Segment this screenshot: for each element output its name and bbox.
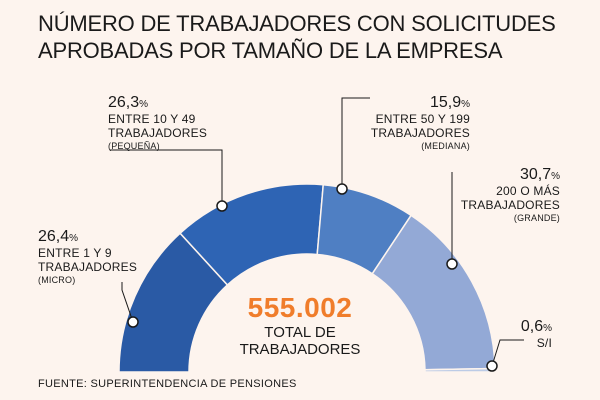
size-mediana: (MEDIANA) <box>421 141 470 151</box>
label-pequena: 26,3% ENTRE 10 Y 49 TRABAJADORES (PEQUEÑ… <box>108 94 207 153</box>
pct-sign-pequena: % <box>139 99 149 110</box>
workers-pequena: TRABAJADORES <box>108 126 208 140</box>
title-line-1: NÚMERO DE TRABAJADORES CON SOLICITUDES <box>38 11 556 36</box>
slice-si <box>424 367 496 373</box>
label-si: 0,6% S/I <box>500 318 552 350</box>
leader-line-micro <box>121 282 134 323</box>
total-label-line-2: TRABAJADORES <box>239 341 361 358</box>
pct-mediana: 15,9 <box>429 94 462 111</box>
workers-grande: TRABAJADORES <box>460 198 560 212</box>
workers-mediana: TRABAJADORES <box>370 126 470 140</box>
range-mediana: ENTRE 50 Y 199 <box>375 112 470 126</box>
size-grande: (GRANDE) <box>513 213 560 223</box>
pct-sign-grande: % <box>551 171 560 182</box>
range-grande: 200 O MÁS <box>496 184 560 198</box>
size-micro: (MICRO) <box>38 275 76 285</box>
total-value: 555.002 <box>247 292 353 323</box>
leader-line-si <box>491 339 524 367</box>
pct-grande: 30,7 <box>519 166 552 183</box>
pct-sign-si: % <box>543 323 552 334</box>
marker-dot-mediana <box>336 183 348 195</box>
range-pequena: ENTRE 10 Y 49 <box>108 112 196 126</box>
pct-si: 0,6 <box>520 318 544 335</box>
size-pequena: (PEQUEÑA) <box>108 141 160 151</box>
marker-dot-micro <box>127 316 139 328</box>
total-label-line-1: TOTAL DE <box>264 324 336 341</box>
marker-dot-grande <box>446 258 458 270</box>
range-micro: ENTRE 1 Y 9 <box>38 246 112 260</box>
leader-line-mediana <box>341 97 370 189</box>
label-grande: 30,7% 200 O MÁS TRABAJADORES (GRANDE) <box>452 166 560 225</box>
workers-micro: TRABAJADORES <box>38 260 138 274</box>
marker-dot-pequena <box>216 200 228 212</box>
pct-micro: 26,4 <box>38 228 70 245</box>
name-si: S/I <box>536 336 552 350</box>
leader-line-pequena <box>110 149 223 206</box>
total-block: 555.002 TOTAL DE TRABAJADORES <box>220 292 380 358</box>
pct-sign-micro: % <box>69 233 79 244</box>
marker-dot-si <box>486 360 498 372</box>
chart-title: NÚMERO DE TRABAJADORES CON SOLICITUDES A… <box>38 10 578 64</box>
label-mediana: 15,9% ENTRE 50 Y 199 TRABAJADORES (MEDIA… <box>360 94 470 153</box>
source-note: FUENTE: SUPERINTENDENCIA DE PENSIONES <box>38 378 297 390</box>
pct-pequena: 26,3 <box>108 94 140 111</box>
title-line-2: APROBADAS POR TAMAÑO DE LA EMPRESA <box>38 38 503 63</box>
label-micro: 26,4% ENTRE 1 Y 9 TRABAJADORES (MICRO) <box>38 228 137 287</box>
pct-sign-mediana: % <box>461 99 470 110</box>
